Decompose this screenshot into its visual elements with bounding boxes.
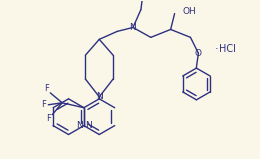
Text: N: N	[85, 121, 92, 130]
Text: O: O	[195, 49, 202, 58]
Text: ·: ·	[214, 44, 218, 54]
Text: F: F	[44, 84, 49, 93]
Text: OH: OH	[183, 7, 196, 16]
Text: N: N	[76, 121, 82, 130]
Text: N: N	[129, 23, 136, 32]
Text: N: N	[96, 92, 103, 101]
Text: F: F	[46, 114, 51, 123]
Text: F: F	[41, 100, 46, 109]
Text: HCl: HCl	[219, 44, 236, 54]
